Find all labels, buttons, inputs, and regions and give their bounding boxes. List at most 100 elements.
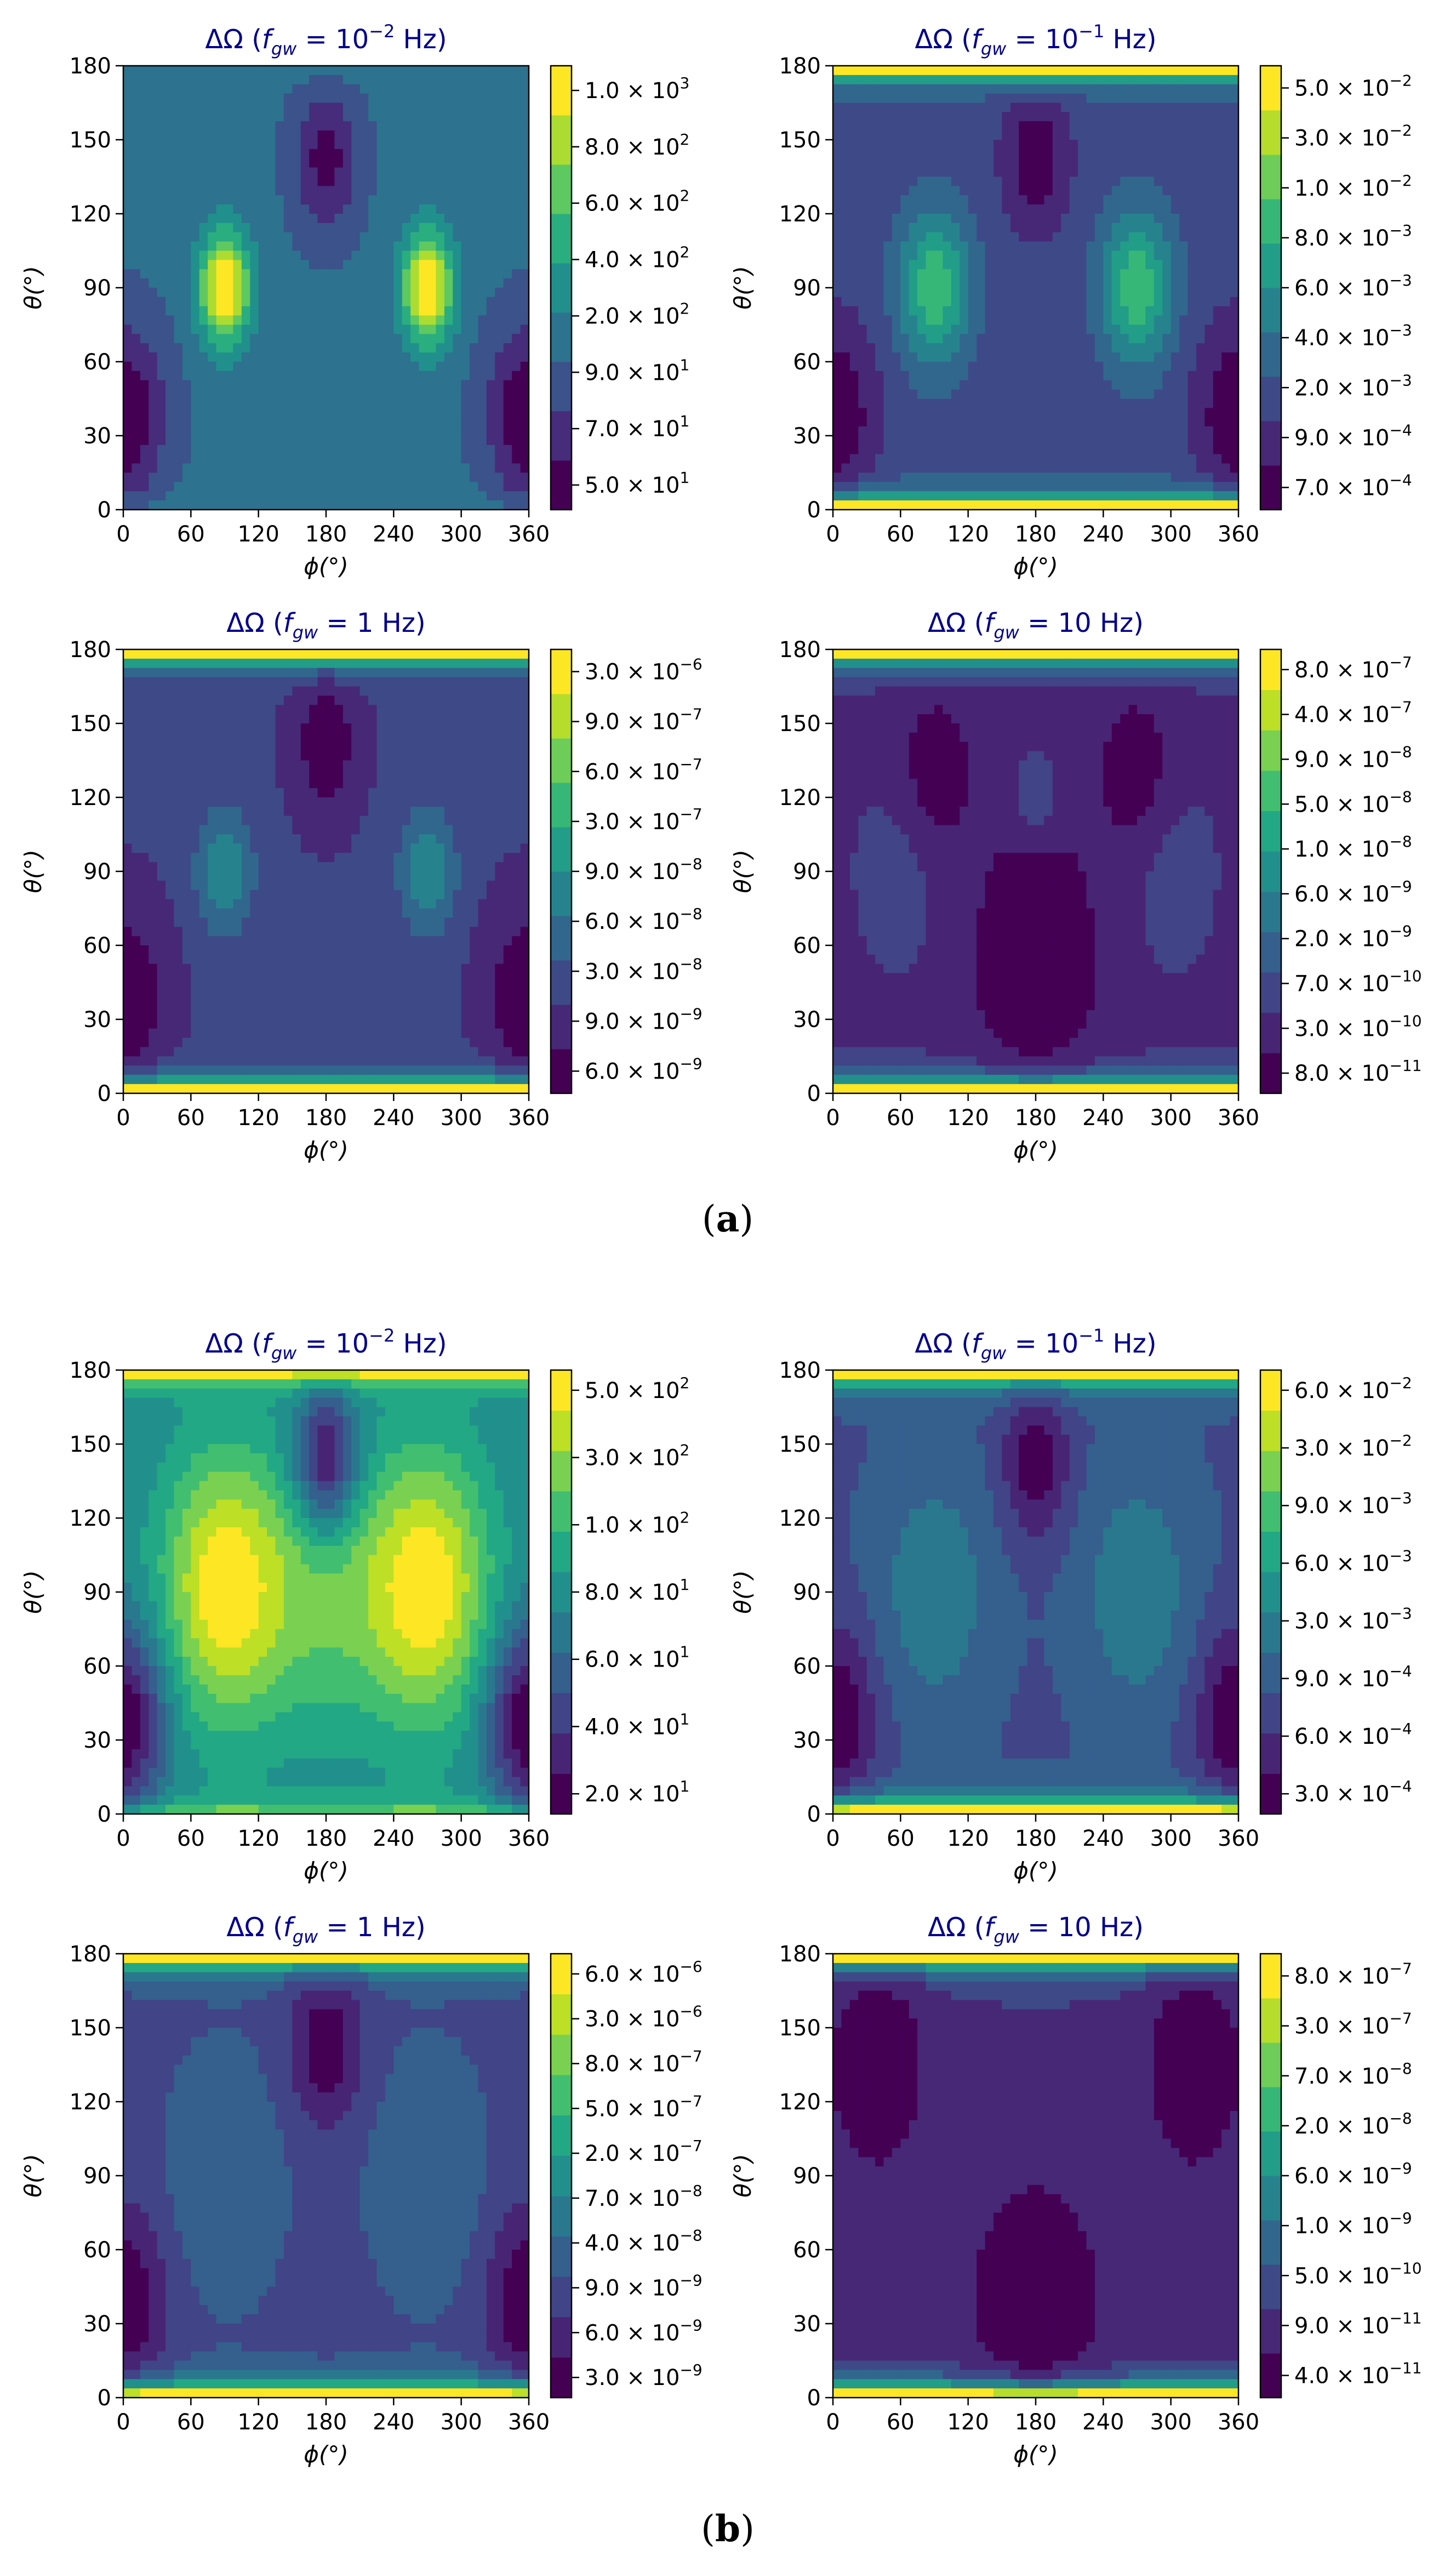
contour-cell bbox=[1196, 325, 1205, 334]
contour-cell bbox=[208, 269, 216, 278]
contour-cell bbox=[867, 371, 876, 380]
contour-cell bbox=[461, 436, 470, 445]
contour-cell bbox=[377, 130, 386, 140]
contour-cell bbox=[208, 316, 216, 325]
contour-cell bbox=[334, 426, 343, 436]
contour-cell bbox=[478, 242, 487, 251]
contour-cell bbox=[225, 223, 233, 232]
contour-cell bbox=[140, 195, 149, 204]
contour-cell bbox=[250, 677, 259, 687]
contour-cell bbox=[934, 334, 943, 343]
contour-cell bbox=[233, 454, 242, 464]
contour-cell bbox=[1061, 297, 1070, 306]
contour-cell bbox=[360, 66, 369, 75]
contour-cell bbox=[199, 204, 208, 214]
contour-cell bbox=[1145, 168, 1154, 177]
contour-cell bbox=[1154, 214, 1163, 223]
contour-cell bbox=[233, 269, 242, 278]
contour-cell bbox=[267, 260, 276, 269]
contour-cell bbox=[242, 140, 250, 149]
contour-cell bbox=[504, 84, 512, 94]
contour-cell bbox=[225, 399, 233, 408]
contour-cell bbox=[385, 204, 394, 214]
contour-cell bbox=[1129, 195, 1138, 204]
contour-cell bbox=[1213, 251, 1222, 260]
contour-cell bbox=[968, 371, 977, 380]
contour-cell bbox=[875, 297, 884, 306]
contour-cell bbox=[368, 112, 377, 121]
contour-cell bbox=[436, 316, 444, 325]
contour-cell bbox=[1010, 380, 1019, 390]
contour-cell bbox=[1002, 436, 1010, 445]
contour-cell bbox=[1196, 251, 1205, 260]
contour-cell bbox=[174, 362, 183, 371]
contour-cell bbox=[427, 140, 436, 149]
contour-cell bbox=[199, 149, 208, 158]
contour-cell bbox=[1087, 204, 1095, 214]
contour-cell bbox=[377, 668, 386, 677]
contour-cell bbox=[216, 399, 225, 408]
contour-cell bbox=[410, 306, 419, 316]
contour-cell bbox=[521, 659, 529, 668]
contour-cell bbox=[225, 343, 233, 352]
contour-cell bbox=[1204, 278, 1213, 288]
contour-cell bbox=[284, 269, 293, 278]
contour-cell bbox=[867, 232, 876, 242]
contour-cell bbox=[267, 288, 276, 297]
contour-cell bbox=[242, 454, 250, 464]
contour-cell bbox=[292, 94, 301, 103]
contour-cell bbox=[149, 260, 157, 269]
contour-cell bbox=[1087, 140, 1095, 149]
contour-cell bbox=[521, 325, 529, 334]
contour-cell bbox=[326, 677, 335, 687]
contour-cell bbox=[512, 149, 521, 158]
contour-cell bbox=[850, 343, 859, 352]
contour-cell bbox=[1070, 130, 1078, 140]
contour-cell bbox=[351, 260, 360, 269]
contour-cell bbox=[233, 343, 242, 352]
contour-cell bbox=[977, 232, 985, 242]
contour-cell bbox=[841, 316, 850, 325]
contour-cell bbox=[1196, 482, 1205, 491]
contour-cell bbox=[1179, 269, 1188, 278]
contour-cell bbox=[216, 352, 225, 362]
contour-cell bbox=[157, 103, 166, 112]
contour-cell bbox=[892, 130, 901, 140]
contour-cell bbox=[259, 464, 267, 473]
contour-cell bbox=[259, 158, 267, 168]
contour-cell bbox=[850, 251, 859, 260]
contour-cell bbox=[191, 251, 199, 260]
contour-cell bbox=[1120, 464, 1129, 473]
contour-cell bbox=[512, 251, 521, 260]
contour-cell bbox=[1044, 343, 1053, 352]
colorbar-segment bbox=[1260, 155, 1281, 199]
contour-cell bbox=[470, 668, 478, 677]
contour-cell bbox=[833, 260, 842, 269]
contour-cell bbox=[1154, 500, 1163, 510]
contour-cell bbox=[512, 223, 521, 232]
contour-cell bbox=[968, 390, 977, 399]
contour-cell bbox=[208, 426, 216, 436]
contour-cell bbox=[461, 362, 470, 371]
contour-cell bbox=[461, 380, 470, 390]
contour-cell bbox=[521, 186, 529, 195]
contour-cell bbox=[402, 306, 411, 316]
contour-cell bbox=[250, 112, 259, 121]
contour-cell bbox=[309, 251, 318, 260]
contour-cell bbox=[284, 380, 293, 390]
contour-cell bbox=[858, 482, 867, 491]
contour-cell bbox=[875, 232, 884, 242]
contour-cell bbox=[318, 214, 327, 223]
contour-cell bbox=[926, 417, 935, 426]
contour-cell bbox=[875, 325, 884, 334]
contour-cell bbox=[850, 177, 859, 186]
contour-cell bbox=[174, 242, 183, 251]
contour-cell bbox=[453, 371, 461, 380]
contour-cell bbox=[461, 464, 470, 473]
contour-cell bbox=[1019, 251, 1027, 260]
contour-cell bbox=[487, 232, 495, 242]
contour-cell bbox=[1145, 491, 1154, 500]
contour-cell bbox=[140, 362, 149, 371]
contour-cell bbox=[985, 140, 994, 149]
contour-cell bbox=[377, 195, 386, 204]
